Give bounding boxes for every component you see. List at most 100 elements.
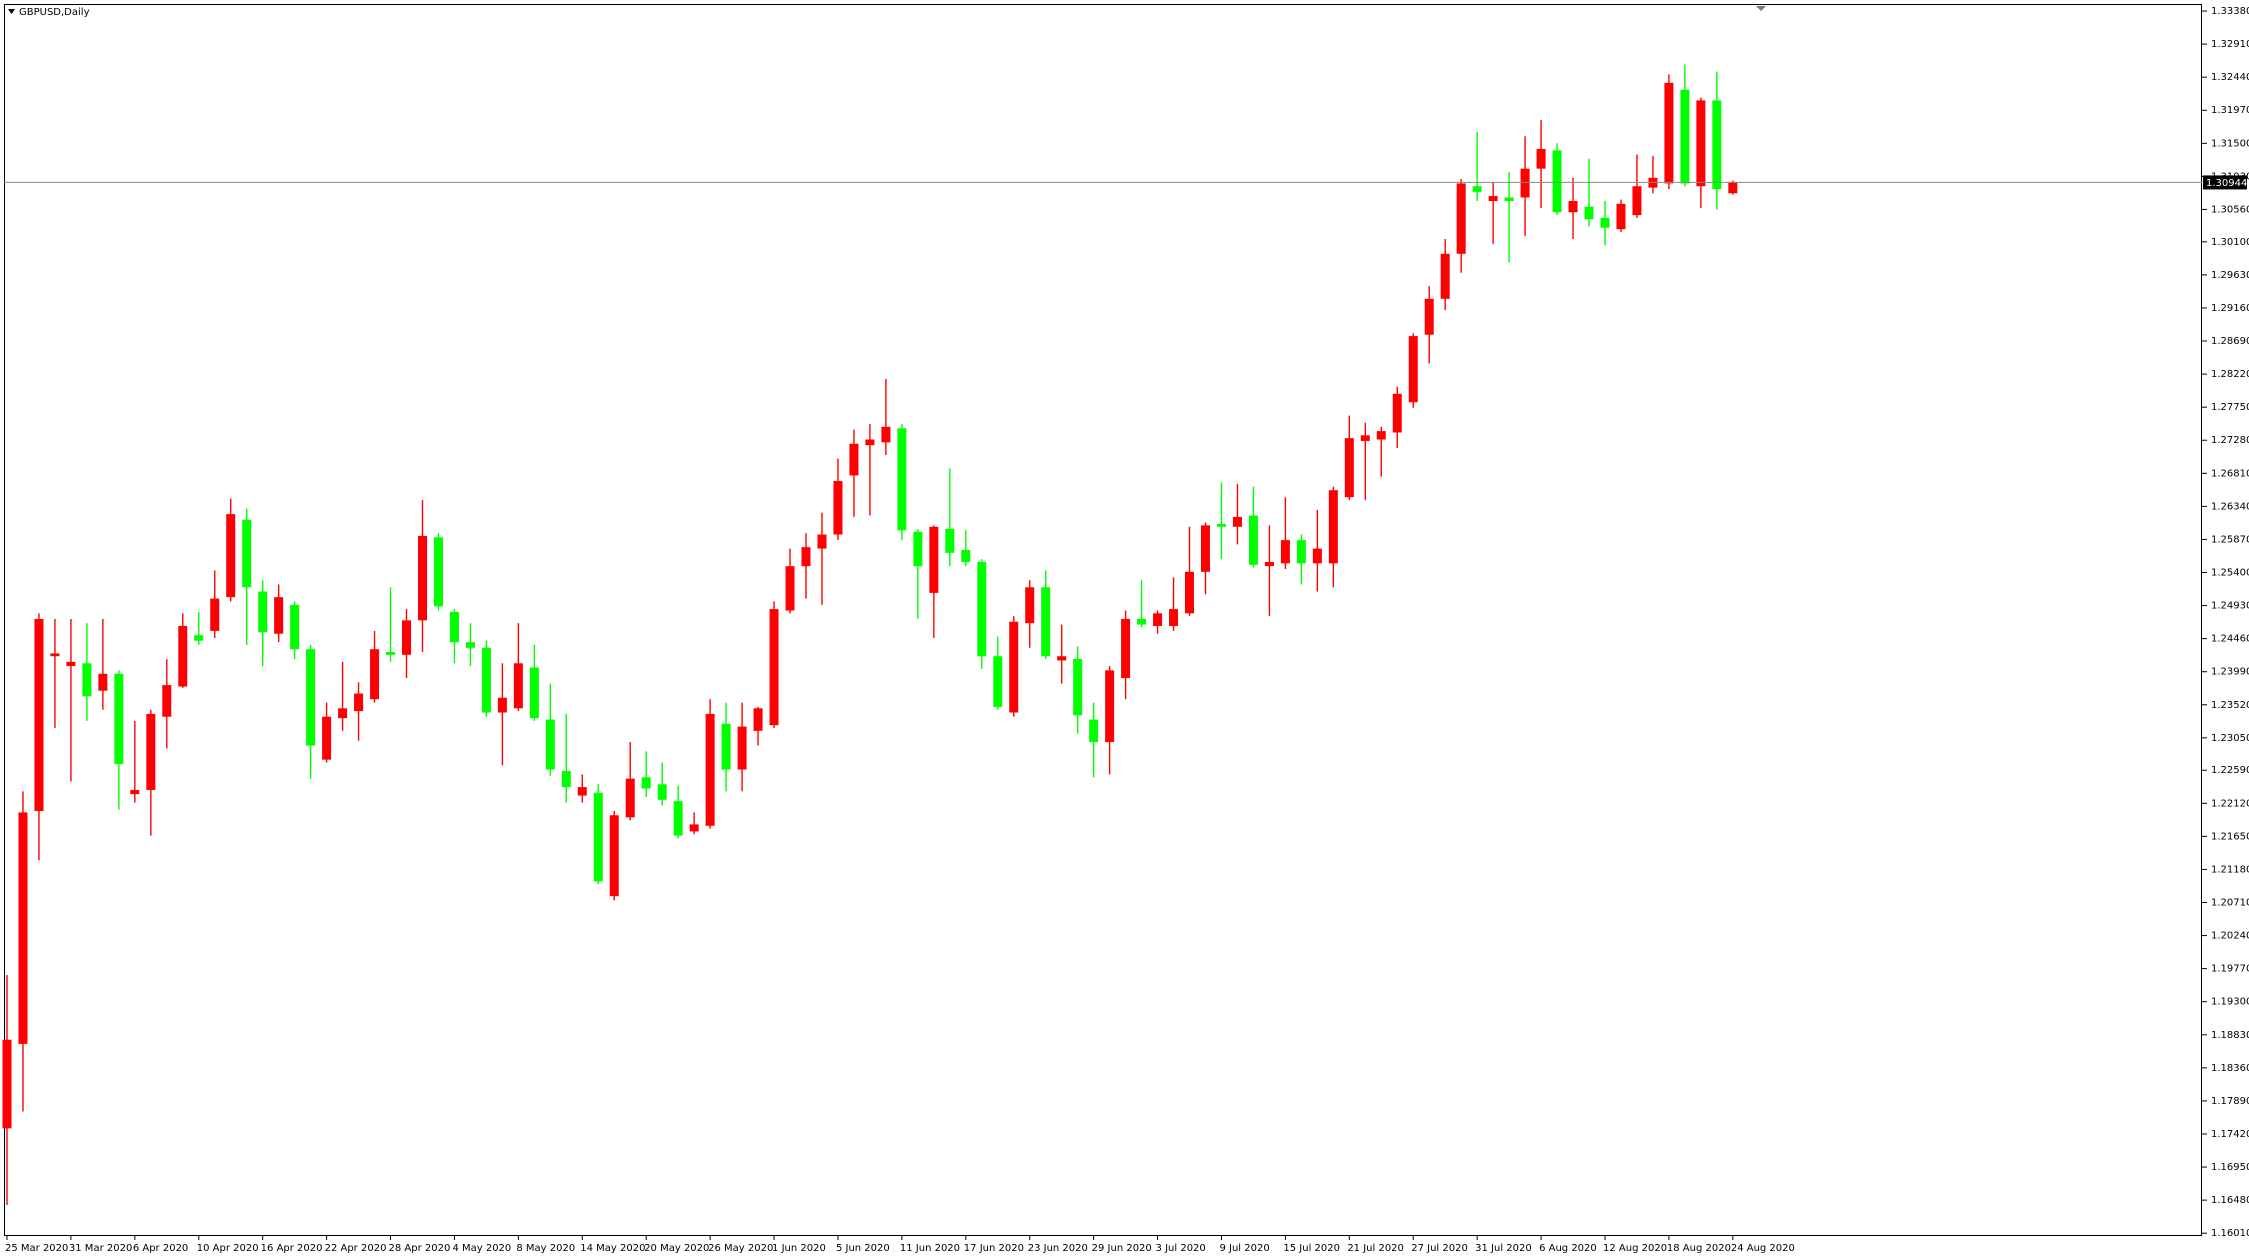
y-tick-label: 1.23520	[2211, 700, 2249, 711]
y-tick-label: 1.19300	[2211, 997, 2249, 1008]
y-tick-label: 1.28690	[2211, 336, 2249, 347]
y-tick-label: 1.26340	[2211, 501, 2249, 512]
x-tick-label: 20 May 2020	[644, 1243, 709, 1254]
candle-body	[865, 439, 875, 446]
candle-body	[1408, 336, 1418, 403]
y-tick-label: 1.21180	[2211, 864, 2249, 875]
candle-body	[689, 824, 699, 832]
candle-body	[433, 537, 443, 607]
y-tick-label: 1.21650	[2211, 831, 2249, 842]
candle-body	[641, 777, 651, 789]
candle-body	[721, 723, 731, 770]
x-tick-label: 12 Aug 2020	[1603, 1243, 1667, 1254]
candle-body	[945, 528, 955, 553]
candle-body	[274, 597, 284, 634]
candle-body	[1041, 587, 1051, 657]
x-tick-label: 25 Mar 2020	[5, 1243, 68, 1254]
x-tick-label: 5 Jun 2020	[836, 1243, 890, 1254]
candle-body	[737, 726, 747, 770]
y-tick-label: 1.25870	[2211, 534, 2249, 545]
candle-body	[785, 566, 795, 611]
x-tick-label: 28 Apr 2020	[389, 1243, 451, 1254]
candle-body	[817, 534, 827, 549]
candle-body	[338, 708, 348, 719]
x-tick-label: 11 Jun 2020	[900, 1243, 960, 1254]
y-tick-label: 1.16480	[2211, 1195, 2249, 1206]
menu-arrow[interactable]	[8, 9, 15, 14]
x-tick-label: 15 Jul 2020	[1283, 1243, 1340, 1254]
y-tick-label: 1.32440	[2211, 72, 2249, 83]
candle-body	[577, 787, 587, 796]
y-tick-label: 1.22590	[2211, 765, 2249, 776]
x-tick-label: 16 Apr 2020	[261, 1243, 323, 1254]
y-tick-label: 1.23990	[2211, 667, 2249, 678]
price-label-box	[2203, 175, 2247, 190]
candle-body	[82, 663, 92, 697]
candle-body	[673, 801, 683, 836]
candle-body	[913, 531, 923, 567]
candle-body	[1344, 438, 1354, 498]
candle-body	[290, 604, 300, 650]
candle-body	[993, 656, 1003, 707]
candle-body	[226, 514, 236, 598]
y-tick-label: 1.28220	[2211, 369, 2249, 380]
y-tick-label: 1.29160	[2211, 303, 2249, 314]
candle-body	[1440, 253, 1450, 299]
candle-body	[961, 549, 971, 562]
candle-body	[162, 685, 172, 717]
candle-body	[1280, 540, 1290, 564]
candle-body	[801, 547, 811, 567]
candle-body	[402, 620, 411, 655]
candle-body	[1360, 435, 1370, 441]
candle-body	[753, 708, 763, 731]
candle-body	[1121, 618, 1131, 679]
candle-body	[497, 697, 507, 713]
shift-marker[interactable]	[1756, 6, 1766, 11]
candle-body	[1185, 571, 1195, 614]
candle-body	[1057, 656, 1067, 661]
candle-body	[322, 716, 332, 760]
candle-body	[2, 1039, 12, 1129]
candle-body	[370, 649, 380, 700]
candle-body	[1073, 659, 1083, 716]
candle-body	[1424, 298, 1434, 335]
candle-body	[1600, 217, 1610, 228]
candle-body	[449, 611, 459, 643]
candle-body	[1680, 89, 1690, 184]
candle-body	[1696, 100, 1706, 187]
candle-body	[1169, 609, 1179, 626]
y-tick-label: 1.22120	[2211, 798, 2249, 809]
candle-body	[34, 618, 44, 812]
x-tick-label: 8 May 2020	[516, 1243, 575, 1254]
candle-body	[1248, 515, 1258, 565]
y-tick-label: 1.25400	[2211, 568, 2249, 579]
marks: 1.333801.329101.324401.319701.315001.310…	[2, 6, 2249, 1254]
candle-body	[242, 519, 252, 588]
y-tick-label: 1.31500	[2211, 138, 2249, 149]
y-tick-label: 1.20710	[2211, 897, 2249, 908]
candle-body	[114, 673, 124, 764]
x-tick-label: 9 Jul 2020	[1219, 1243, 1269, 1254]
x-tick-label: 29 Jun 2020	[1092, 1243, 1152, 1254]
candle-body	[98, 673, 108, 691]
plot-frame	[4, 4, 2202, 1236]
y-tick-label: 1.30560	[2211, 204, 2249, 215]
candle-body	[1312, 548, 1322, 564]
y-tick-label: 1.24460	[2211, 634, 2249, 645]
candle-body	[1105, 670, 1115, 743]
candle-body	[769, 609, 779, 726]
candle-body	[1216, 523, 1226, 527]
candle-body	[513, 663, 523, 709]
candle-body	[1552, 150, 1562, 213]
x-tick-label: 10 Apr 2020	[197, 1243, 259, 1254]
price-label: 1.30944	[2206, 178, 2247, 189]
x-tick-label: 17 Jun 2020	[964, 1243, 1024, 1254]
y-tick-label: 1.23050	[2211, 733, 2249, 744]
candle-body	[609, 815, 619, 897]
y-tick-label: 1.27280	[2211, 435, 2249, 446]
chart-title: GBPUSD,Daily	[19, 7, 90, 18]
candle-body	[849, 443, 859, 476]
x-tick-label: 27 Jul 2020	[1411, 1243, 1468, 1254]
